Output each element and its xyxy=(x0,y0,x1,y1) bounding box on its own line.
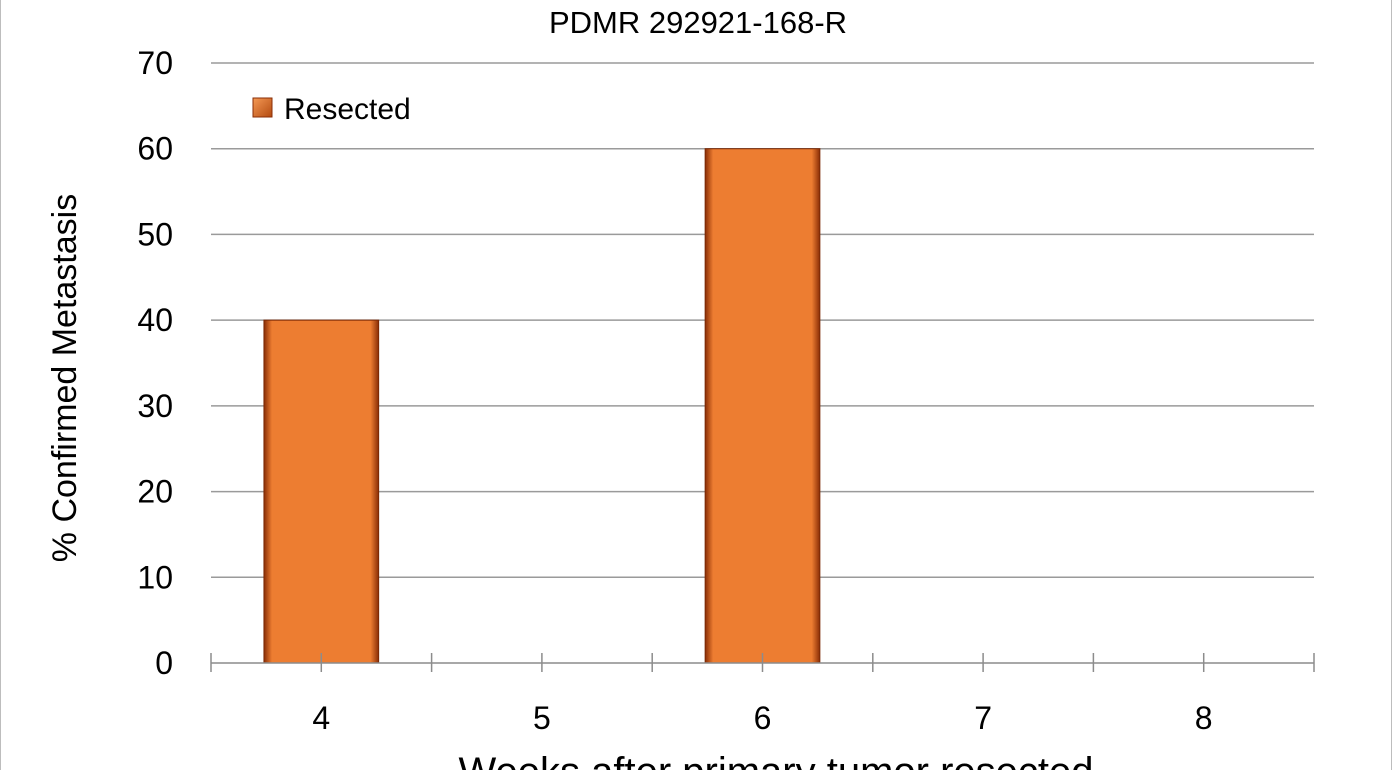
bar-6 xyxy=(704,148,821,664)
legend-swatch-resected xyxy=(252,97,273,118)
y-axis-title: % Confirmed Metastasis xyxy=(46,194,84,562)
x-tick-label-4: 4 xyxy=(312,700,330,736)
x-tick-label-5: 5 xyxy=(533,700,551,736)
y-tick-label-60: 60 xyxy=(137,131,173,167)
y-tick-label-10: 10 xyxy=(137,559,173,595)
bars xyxy=(263,148,821,664)
y-tick-label-70: 70 xyxy=(137,45,173,81)
legend-label-resected: Resected xyxy=(284,93,411,126)
x-tick-label-8: 8 xyxy=(1195,700,1213,736)
y-tick-labels: 0 10 20 30 40 50 60 70 xyxy=(137,45,173,681)
chart-title: PDMR 292921-168-R xyxy=(549,5,847,40)
y-tick-label-30: 30 xyxy=(137,388,173,424)
y-tick-label-40: 40 xyxy=(137,302,173,338)
y-tick-label-50: 50 xyxy=(137,216,173,252)
x-tick-labels: 4 5 6 7 8 xyxy=(312,700,1212,736)
legend: Resected xyxy=(252,93,411,126)
bar-4 xyxy=(263,319,380,664)
y-tick-label-0: 0 xyxy=(155,645,173,681)
x-tick-label-6: 6 xyxy=(754,700,772,736)
axes xyxy=(210,653,1315,672)
x-axis-title: Weeks after primary tumor resected xyxy=(458,750,1093,770)
y-tick-label-20: 20 xyxy=(137,474,173,510)
x-tick-label-7: 7 xyxy=(974,700,992,736)
